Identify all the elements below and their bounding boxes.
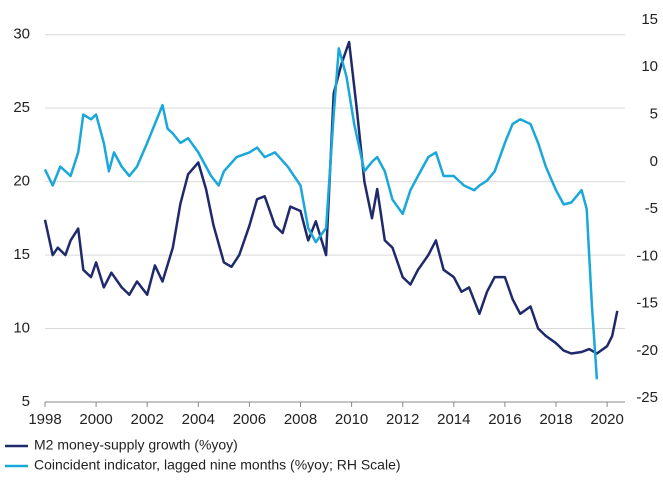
y-tick-label: 25 <box>13 99 30 116</box>
x-tick-label: 2006 <box>233 411 266 428</box>
y2-tick-label: -10 <box>636 247 658 264</box>
y2-tick-label: -25 <box>636 389 658 406</box>
y2-tick-label: -5 <box>645 200 658 217</box>
y-tick-label: 5 <box>22 393 30 410</box>
y2-tick-label: 10 <box>641 58 658 75</box>
x-tick-label: 2018 <box>539 411 572 428</box>
y-tick-label: 10 <box>13 320 30 337</box>
y2-tick-label: 0 <box>650 153 658 170</box>
y2-tick-label: 5 <box>650 106 658 123</box>
y2-tick-label: -20 <box>636 342 658 359</box>
x-tick-label: 2016 <box>488 411 521 428</box>
y-tick-label: 30 <box>13 26 30 43</box>
y-tick-label: 20 <box>13 173 30 190</box>
x-tick-label: 2010 <box>335 411 368 428</box>
legend-label: M2 money-supply growth (%yoy) <box>34 437 238 453</box>
x-tick-label: 2014 <box>437 411 470 428</box>
x-tick-label: 2012 <box>386 411 419 428</box>
x-tick-label: 1998 <box>28 411 61 428</box>
x-tick-label: 2004 <box>182 411 215 428</box>
x-tick-label: 2000 <box>79 411 112 428</box>
legend-label: Coincident indicator, lagged nine months… <box>34 457 401 473</box>
x-tick-label: 2002 <box>131 411 164 428</box>
y2-tick-label: -15 <box>636 295 658 312</box>
x-tick-label: 2020 <box>590 411 623 428</box>
line-series <box>43 40 619 355</box>
line-series <box>43 47 599 380</box>
y2-tick-label: 15 <box>641 11 658 28</box>
y-tick-label: 15 <box>13 246 30 263</box>
x-tick-label: 2008 <box>284 411 317 428</box>
